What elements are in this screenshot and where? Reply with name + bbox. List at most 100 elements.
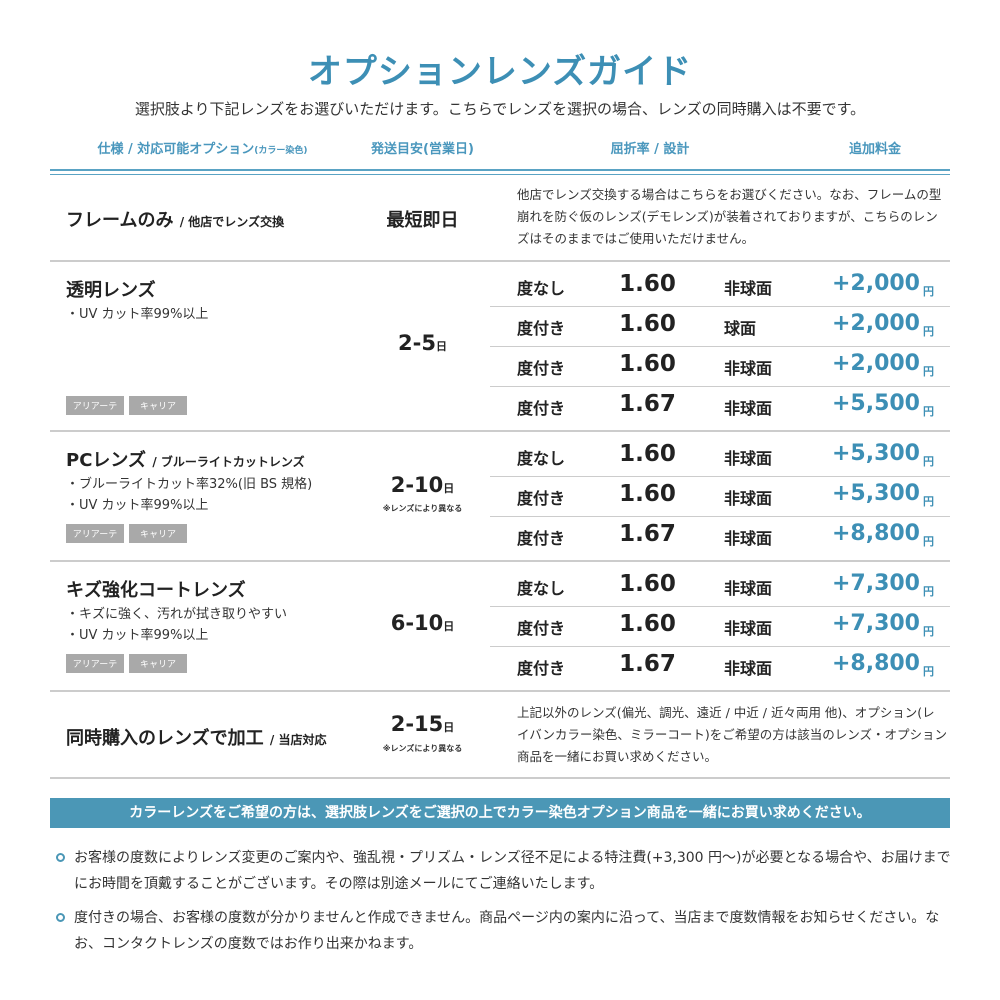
day-unit: 日 (443, 721, 455, 734)
header-spec-small: (カラー染色) (254, 146, 308, 156)
header-spec-label: 仕様 / 対応可能オプション (97, 142, 255, 157)
option-tag: キャリア (129, 654, 187, 673)
option-tag: キャリア (129, 524, 187, 543)
yen-unit: 円 (923, 455, 934, 468)
additional-price: +2,000 (831, 311, 920, 336)
refractive-index: 1.60 (619, 351, 676, 377)
refractive-index: 1.60 (619, 611, 676, 637)
frame-ship: 最短即日 (386, 210, 459, 231)
header-price: 追加料金 (848, 142, 901, 157)
group-name: 透明レンズ (66, 276, 156, 302)
lens-design: 非球面 (724, 359, 773, 378)
additional-price: +8,800 (831, 521, 920, 546)
yen-unit: 円 (923, 535, 934, 548)
group-bullet: ・キズに強く、汚れが拭き取りやすい (66, 607, 288, 622)
lens-design: 非球面 (724, 619, 773, 638)
refractive-index: 1.67 (619, 521, 676, 547)
ship-days: 2-10 (390, 473, 444, 497)
lens-design: 非球面 (724, 579, 773, 598)
yen-unit: 円 (923, 585, 934, 598)
day-unit: 日 (435, 340, 447, 353)
yen-unit: 円 (923, 285, 934, 298)
row-divider (50, 430, 950, 432)
prescription-type: 度なし (517, 279, 566, 298)
refractive-index: 1.60 (619, 311, 676, 337)
group-name: PCレンズ / ブルーライトカットレンズ (66, 446, 305, 472)
lens-design: 非球面 (724, 529, 773, 548)
refractive-index: 1.60 (619, 481, 676, 507)
process-ship: 2-15日 (355, 712, 490, 736)
group-ship: 2-5日 (355, 331, 490, 355)
prescription-type: 度付き (517, 359, 566, 378)
page-title: オプションレンズガイド (307, 52, 693, 92)
prescription-type: 度付き (517, 319, 566, 338)
vary-note: ※レンズにより異なる (382, 504, 463, 513)
prescription-type: 度付き (517, 659, 566, 678)
refractive-index: 1.60 (619, 571, 676, 597)
lens-design: 非球面 (724, 489, 773, 508)
additional-price: +8,800 (831, 651, 920, 676)
refractive-index: 1.67 (619, 391, 676, 417)
lens-design: 非球面 (724, 399, 773, 418)
lens-design: 非球面 (724, 659, 773, 678)
row-divider (50, 260, 950, 262)
additional-price: +7,300 (831, 611, 920, 636)
color-lens-banner: カラーレンズをご希望の方は、選択肢レンズをご選択の上でカラー染色オプション商品を… (50, 798, 950, 828)
bullet-circle-icon (56, 853, 65, 862)
yen-unit: 円 (923, 405, 934, 418)
group-title: PCレンズ (66, 450, 147, 471)
yen-unit: 円 (923, 495, 934, 508)
day-unit: 日 (443, 482, 455, 495)
group-ship: 2-10日 (355, 473, 490, 497)
yen-unit: 円 (923, 325, 934, 338)
row-divider (50, 560, 950, 562)
yen-unit: 円 (923, 365, 934, 378)
subrow-divider (490, 346, 950, 347)
additional-price: +7,300 (831, 571, 920, 596)
lens-design: 球面 (724, 319, 757, 338)
group-bullet: ・UV カット率99%以上 (66, 628, 209, 643)
subrow-divider (490, 306, 950, 307)
day-unit: 日 (443, 620, 455, 633)
refractive-index: 1.60 (619, 271, 676, 297)
process-name: 同時購入のレンズで加工 / 当店対応 (66, 724, 326, 750)
option-tag: キャリア (129, 396, 187, 415)
additional-price: +5,500 (831, 391, 920, 416)
lens-design: 非球面 (724, 449, 773, 468)
header-divider (50, 169, 950, 175)
additional-price: +5,300 (831, 481, 920, 506)
additional-price: +2,000 (831, 351, 920, 376)
prescription-type: 度付き (517, 489, 566, 508)
header-spec: 仕様 / 対応可能オプション(カラー染色) (50, 138, 355, 157)
group-ship: 6-10日 (355, 611, 490, 635)
header-ship: 発送目安(営業日) (371, 142, 474, 157)
group-name: キズ強化コートレンズ (66, 576, 246, 602)
frame-only-name: フレームのみ / 他店でレンズ交換 (66, 206, 284, 232)
process-name-sub: / 当店対応 (269, 733, 327, 747)
yen-unit: 円 (923, 625, 934, 638)
subrow-divider (490, 646, 950, 647)
subrow-divider (490, 476, 950, 477)
group-bullet: ・UV カット率99%以上 (66, 498, 209, 513)
header-index: 屈折率 / 設計 (610, 142, 690, 157)
note-1: お客様の度数によりレンズ変更のご案内や、強乱視・プリズム・レンズ径不足による特注… (74, 850, 951, 892)
frame-desc: 他店でレンズ交換する場合はこちらをお選びください。なお、フレームの型崩れを防ぐ仮… (517, 187, 942, 246)
row-divider (50, 777, 950, 779)
prescription-type: 度付き (517, 399, 566, 418)
option-tag: アリアーテ (66, 654, 124, 673)
frame-name-sub: / 他店でレンズ交換 (179, 215, 285, 229)
process-name-main: 同時購入のレンズで加工 (66, 728, 264, 749)
note-2: 度付きの場合、お客様の度数が分かりませんと作成できません。商品ページ内の案内に沿… (74, 910, 940, 952)
group-bullet: ・ブルーライトカット率32%(旧 BS 規格) (66, 477, 313, 492)
group-title: 透明レンズ (66, 280, 156, 301)
option-tag: アリアーテ (66, 396, 124, 415)
yen-unit: 円 (923, 665, 934, 678)
prescription-type: 度付き (517, 529, 566, 548)
refractive-index: 1.67 (619, 651, 676, 677)
group-subtitle: / ブルーライトカットレンズ (152, 455, 305, 469)
prescription-type: 度付き (517, 619, 566, 638)
subrow-divider (490, 386, 950, 387)
row-divider (50, 690, 950, 692)
prescription-type: 度なし (517, 579, 566, 598)
refractive-index: 1.60 (619, 441, 676, 467)
